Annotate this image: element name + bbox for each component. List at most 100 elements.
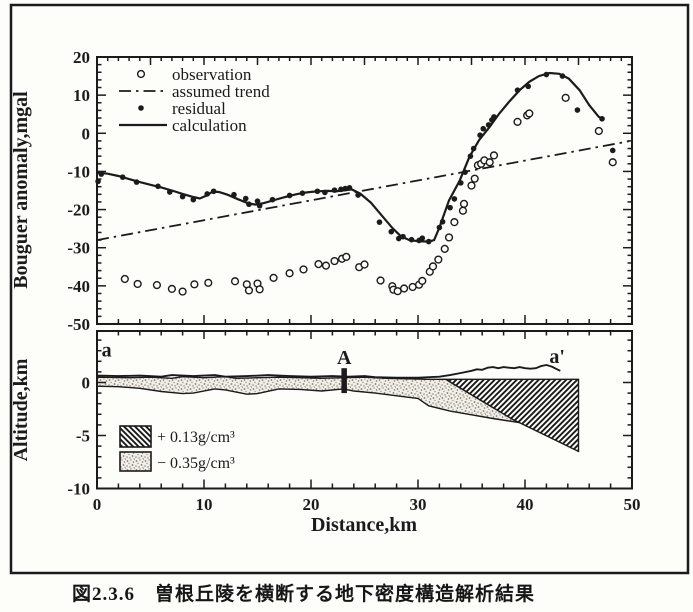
point-residual (286, 192, 293, 199)
legend: observation assumed trend residual calcu… (119, 65, 270, 135)
point-observation (314, 260, 323, 269)
anomaly-tick-label: -30 (67, 239, 90, 258)
point-residual (331, 187, 338, 193)
point-observation (450, 218, 459, 227)
point-residual (376, 219, 383, 225)
point-observation (244, 286, 254, 295)
distance-tick-label: 30 (410, 495, 427, 514)
point-residual (246, 201, 252, 208)
point-residual (166, 189, 173, 195)
figure-number: 図2.3.6 (72, 584, 136, 605)
point-residual (338, 186, 344, 193)
point-residual (543, 71, 550, 78)
annotation-A: A (337, 347, 352, 369)
point-observation (470, 174, 479, 183)
point-observation (204, 278, 213, 287)
anomaly-tick-label: -50 (67, 315, 90, 334)
distance-tick-label: 40 (517, 495, 534, 514)
point-residual (525, 83, 532, 90)
point-observation (330, 256, 339, 266)
point-observation (467, 181, 476, 190)
point-observation (190, 280, 199, 289)
point-residual (477, 132, 483, 138)
point-residual (462, 169, 468, 175)
point-observation (321, 261, 331, 270)
distance-tick-label: 50 (624, 495, 641, 514)
legend-calculation-label: calculation (172, 116, 247, 135)
anomaly-tick-label: -10 (67, 162, 90, 181)
point-residual (467, 153, 474, 159)
distance-tick-label: 20 (303, 495, 320, 514)
surface-profile (96, 364, 561, 379)
point-residual (204, 191, 211, 197)
point-residual (559, 73, 566, 79)
point-residual (609, 147, 616, 154)
point-residual (98, 171, 105, 177)
point-observation (120, 274, 129, 284)
point-residual (210, 188, 217, 195)
point-residual (190, 196, 197, 203)
legend-residual-marker-icon (138, 105, 144, 111)
point-observation (489, 151, 499, 160)
point-residual (388, 228, 395, 235)
point-residual (485, 122, 492, 128)
point-residual (299, 190, 306, 196)
point-observation (525, 109, 534, 118)
point-residual (514, 87, 521, 93)
point-residual (436, 224, 443, 231)
line-assumed-trend (96, 140, 629, 241)
legend-observation-marker-icon (136, 69, 146, 79)
point-observation (459, 199, 469, 208)
point-observation (399, 284, 409, 293)
distance-tick-label: 10 (196, 495, 213, 514)
point-residual (179, 193, 186, 200)
point-observation (440, 244, 449, 253)
point-residual (425, 238, 432, 245)
point-residual (346, 185, 353, 191)
distance-axis-title: Distance,km (311, 514, 417, 536)
point-residual (155, 183, 161, 190)
legend-residual-label: residual (172, 99, 226, 118)
point-observation (255, 285, 264, 294)
cross-section-frame (96, 330, 633, 490)
anomaly-tick-label: 20 (73, 48, 90, 67)
point-residual (133, 179, 140, 185)
hatch-swatch-icon (119, 425, 152, 448)
point-residual (314, 188, 321, 195)
distance-tick-label: 0 (93, 495, 102, 514)
point-observation (178, 287, 187, 296)
point-residual (395, 235, 402, 242)
point-residual (470, 145, 477, 152)
point-observation (561, 93, 570, 102)
stipple-swatch-icon (119, 451, 152, 472)
point-observation (485, 158, 494, 167)
point-observation (608, 158, 617, 167)
point-residual (599, 115, 605, 122)
point-residual (419, 235, 426, 241)
density-legend: + 0.13g/cm³ − 0.35g/cm³ (119, 425, 235, 472)
point-observation (594, 126, 603, 136)
point-observation (269, 273, 278, 282)
point-observation (513, 117, 522, 126)
point-residual (342, 185, 349, 192)
point-observation (376, 276, 385, 285)
altitude-tick-label: 0 (82, 374, 91, 393)
anomaly-tick-label: 10 (73, 86, 90, 105)
point-observation (418, 276, 427, 285)
point-residual (491, 114, 497, 120)
point-observation (434, 255, 443, 264)
point-residual (439, 218, 446, 225)
point-residual (119, 174, 126, 180)
high-density-label: + 0.13g/cm³ (157, 429, 235, 446)
figure-title: 曽根丘陵を横断する地下密度構造解析結果 (155, 584, 536, 605)
altitude-axis-title: Altitude,km (10, 358, 32, 461)
point-residual (408, 236, 415, 243)
region-low-density-layer (96, 375, 522, 424)
point-observation (360, 260, 369, 269)
point-residual (231, 191, 237, 198)
point-residual (447, 204, 453, 211)
anomaly-tick-label: -20 (67, 201, 90, 220)
point-observation (342, 252, 351, 261)
